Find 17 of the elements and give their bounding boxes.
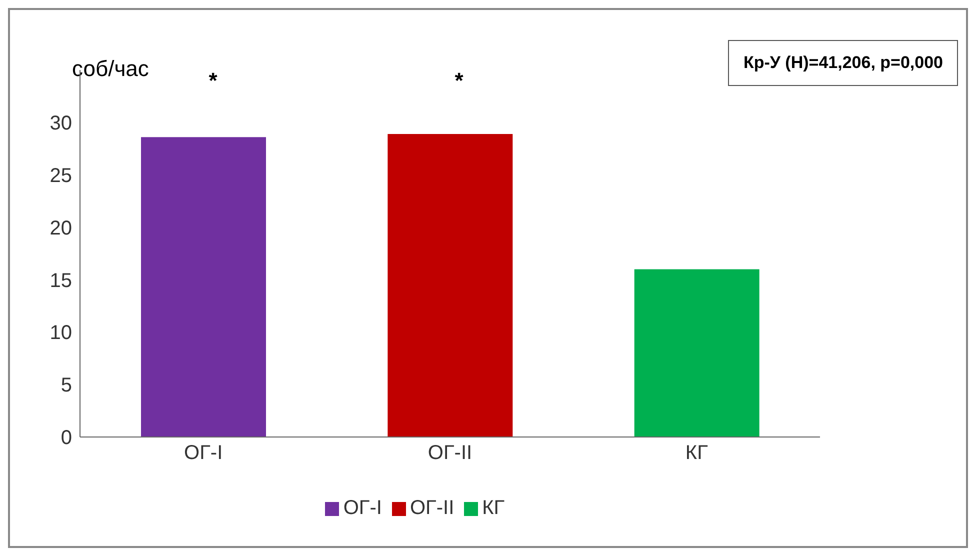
annotation: * [454,68,464,94]
y-tick-label: 20 [50,217,72,240]
y-tick-label: 15 [50,270,72,292]
legend-label: КГ [482,497,505,519]
legend-label: ОГ-I [343,497,382,519]
x-tick-label: ОГ-II [428,442,472,464]
x-tick-label: ОГ-I [184,442,223,464]
annotation: * [208,68,218,94]
y-tick-label: 25 [50,164,72,187]
y-tick-label: 10 [50,322,72,344]
y-tick-label: 30 [50,112,72,135]
x-tick-label: КГ [685,442,708,464]
y-axis-title: соб/час [72,56,149,82]
legend-label: ОГ-II [410,497,454,519]
annotation: Кр-У (Н)=41,206, р=0,000 [728,40,958,86]
y-tick-label: 0 [60,427,72,450]
y-tick-label: 5 [60,374,72,397]
